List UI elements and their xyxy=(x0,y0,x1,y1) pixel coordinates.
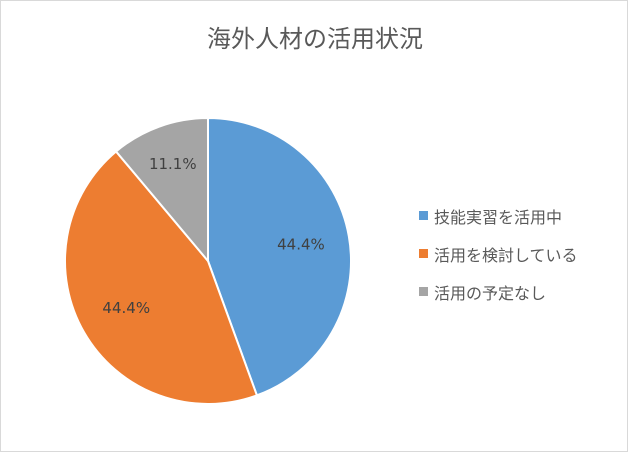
chart-title: 海外人材の活用状況 xyxy=(207,25,423,53)
legend-label: 技能実習を活用中 xyxy=(434,207,563,227)
legend-swatch xyxy=(419,211,428,220)
legend-swatch xyxy=(419,249,428,258)
pie-slice-training xyxy=(207,116,352,397)
legend-item: 活用を検討している xyxy=(419,244,578,265)
pie-data-labels: 44.4% 44.4% 11.1% xyxy=(102,155,324,317)
legend-label: 活用の予定なし xyxy=(434,283,547,303)
legend: 技能実習を活用中 活用を検討している 活用の予定なし xyxy=(419,206,578,320)
legend-label: 活用を検討している xyxy=(434,245,578,265)
legend-swatch xyxy=(419,287,428,296)
pie-slices xyxy=(64,116,352,405)
pie-slice-no-plan xyxy=(114,116,209,264)
pie-slice-considering xyxy=(64,150,259,405)
legend-item: 技能実習を活用中 xyxy=(419,206,578,227)
data-label-training: 44.4% xyxy=(277,236,325,254)
legend-item: 活用の予定なし xyxy=(419,282,578,303)
data-label-no-plan: 11.1% xyxy=(149,155,197,173)
data-label-considering: 44.4% xyxy=(102,299,150,317)
